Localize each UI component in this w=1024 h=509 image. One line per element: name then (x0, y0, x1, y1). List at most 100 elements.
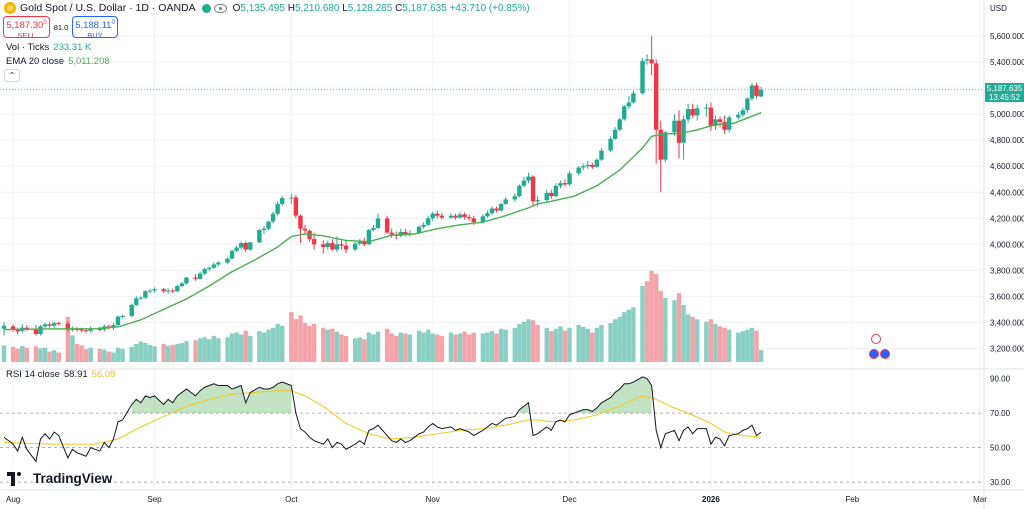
volume-bar (439, 335, 445, 362)
candle-body (631, 93, 636, 103)
volume-bar (352, 338, 358, 362)
us-flag-event-icon-2[interactable] (880, 349, 890, 359)
volume-bar (717, 326, 723, 362)
candle-body (745, 98, 750, 111)
candle-body (343, 245, 349, 250)
volume-bar (567, 327, 572, 362)
candle-body (330, 243, 335, 250)
candle-body (704, 107, 709, 109)
candle-body (398, 231, 403, 236)
volume-bar (494, 333, 499, 362)
volume-bar (79, 345, 84, 362)
candle-body (489, 208, 495, 214)
rsi-ma-line (3, 390, 762, 445)
volume-bar (366, 332, 372, 362)
price-tick-label: 4,800.000 (990, 136, 1024, 145)
rsi-axis[interactable]: 30.00 50.00 70.00 90.00 (990, 375, 1011, 487)
volume-bar (622, 312, 627, 362)
volume-bar (120, 348, 125, 362)
time-tick-label: Mar (973, 495, 987, 504)
candle-body (453, 215, 458, 218)
volume-bar (330, 328, 335, 362)
volume-bar (672, 300, 677, 362)
volume-bar (325, 329, 331, 362)
candle-body (56, 323, 61, 325)
volume-bar (581, 326, 586, 362)
candle-body (567, 173, 572, 185)
volume-bar (74, 343, 80, 362)
collapse-legend-button[interactable]: ⌃ (4, 69, 20, 82)
volume-bar (394, 335, 399, 362)
volume-bar (371, 334, 376, 362)
volume-bar (430, 333, 435, 362)
volume-bar (248, 335, 253, 362)
candle-body (503, 199, 508, 204)
volume-bar (663, 297, 668, 362)
rsi-lines (3, 376, 762, 463)
volume-bar (594, 327, 600, 362)
volume-bar (435, 334, 440, 362)
time-axis[interactable]: Aug Sep Oct Nov Dec 2026 Feb Mar (6, 495, 987, 504)
volume-bar (690, 316, 695, 362)
volume-bar (362, 339, 367, 362)
sell-button[interactable]: 5,187.300 SELL (3, 16, 50, 40)
candle-body (83, 330, 89, 332)
candle-body (1, 325, 7, 329)
lightning-event-icon[interactable] (871, 334, 881, 344)
volume-bar (576, 324, 581, 362)
time-tick-label: Sep (147, 495, 162, 504)
candle-body (713, 119, 718, 126)
volume-bar (1, 345, 7, 362)
volume-bar (749, 327, 755, 362)
symbol-header[interactable]: Gold Spot / U.S. Dollar · 1D · OANDA O5,… (4, 2, 530, 14)
buy-button[interactable]: 5,188.110 BUY (72, 16, 118, 40)
volume-bar (608, 323, 613, 362)
candle-body (38, 326, 43, 335)
price-tick-label: 3,600.000 (990, 292, 1024, 301)
volume-bar (102, 349, 107, 362)
ema-legend[interactable]: EMA 20 close 5,011.208 (6, 56, 110, 67)
volume-bar (343, 335, 349, 362)
volume-bar (535, 324, 540, 362)
candle-body (425, 218, 431, 225)
volume-bar (357, 337, 362, 362)
volume-bar (65, 316, 71, 362)
candle-body (120, 315, 125, 317)
eye-icon[interactable] (213, 3, 227, 13)
volume-bar (257, 331, 262, 362)
volume-bar (138, 341, 144, 362)
symbol-title[interactable]: Gold Spot / U.S. Dollar · 1D · OANDA (20, 2, 196, 14)
volume-bar (111, 352, 116, 362)
candle-body (366, 230, 372, 245)
candle-body (261, 228, 267, 231)
time-tick-label: Dec (562, 495, 576, 504)
candle-body (302, 228, 308, 231)
candle-body (544, 192, 549, 201)
rsi-overbought-area (519, 402, 529, 414)
volume-bar (466, 334, 472, 362)
volume-bar (47, 351, 52, 362)
spread-value: 81.0 (53, 23, 69, 32)
price-tick-label: 5,000.000 (990, 110, 1024, 119)
rsi-legend[interactable]: RSI 14 close 58.91 56.08 (6, 369, 116, 380)
volume-bar (512, 327, 518, 362)
price-tick-label: 4,000.000 (990, 240, 1024, 249)
volume-legend[interactable]: Vol · Ticks 233.31 K (6, 42, 92, 53)
price-axis[interactable]: USD 3,200.000 3,400.000 3,600.000 3,800.000 4… (990, 4, 1024, 353)
volume-bar (745, 329, 750, 362)
rsi-overbought-area (131, 382, 292, 414)
candle-body (161, 289, 166, 292)
candle-body (512, 196, 518, 200)
volume-bar (266, 329, 271, 362)
candle-body (562, 183, 568, 185)
volume-bar (24, 347, 30, 362)
candle-body (266, 221, 271, 229)
volume-bar (503, 329, 508, 362)
volume-bar (298, 315, 303, 362)
volume-bar (526, 319, 531, 362)
tradingview-logo[interactable]: TradingView (7, 471, 112, 486)
volume-bar (243, 330, 248, 362)
volume-bar (339, 334, 344, 362)
us-flag-event-icon[interactable] (869, 349, 879, 359)
